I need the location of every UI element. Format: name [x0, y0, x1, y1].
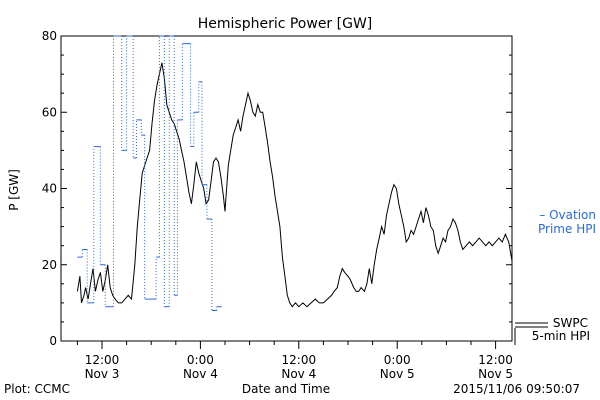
legend-ovation-line2: Prime HPI: [538, 222, 596, 236]
y-axis: 0 20 40 60 80: [42, 29, 512, 348]
legend-swpc: SWPC 5-min HPI: [514, 316, 590, 345]
y-tick-label: 0: [49, 334, 57, 348]
y-tick-label: 20: [42, 258, 57, 272]
y-tick-label: 40: [42, 182, 57, 196]
x-tick-label-time: 0:00: [384, 353, 411, 367]
y-axis-label: P [GW]: [7, 169, 21, 211]
series-line-swpc: [76, 62, 513, 308]
x-tick-label-date: Nov 4: [281, 367, 316, 381]
x-tick-label-time: 0:00: [187, 353, 214, 367]
legend-swpc-line1: SWPC: [553, 316, 588, 330]
y-tick-label: 80: [42, 29, 57, 43]
legend-ovation: – Ovation Prime HPI: [538, 208, 596, 236]
x-tick-label-date: Nov 5: [478, 367, 513, 381]
x-tick-label-time: 12:00: [478, 353, 513, 367]
x-axis-label: Date and Time: [242, 382, 330, 396]
legend-swpc-line2: 5-min HPI: [532, 329, 590, 343]
x-tick-label-date: Nov 4: [183, 367, 218, 381]
x-tick-label-time: 12:00: [85, 353, 120, 367]
legend-ovation-line1: – Ovation: [539, 208, 596, 222]
x-tick-label-date: Nov 5: [380, 367, 415, 381]
x-tick-label-time: 12:00: [282, 353, 317, 367]
x-tick-label-date: Nov 3: [85, 367, 120, 381]
y-tick-label: 60: [42, 105, 57, 119]
chart-title: Hemispheric Power [GW]: [198, 16, 373, 32]
series-layer: [76, 35, 513, 311]
timestamp: 2015/11/06 09:50:07: [453, 382, 580, 396]
plot-credit: Plot: CCMC: [4, 382, 70, 396]
